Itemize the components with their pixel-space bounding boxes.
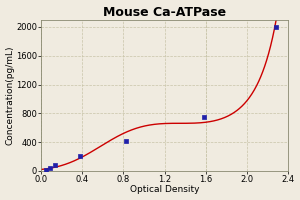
Title: Mouse Ca-ATPase: Mouse Ca-ATPase [103, 6, 226, 19]
Point [78, 155, 83, 158]
Point [48, 166, 53, 170]
Y-axis label: Concentration(pg/mL): Concentration(pg/mL) [6, 46, 15, 145]
Point [201, 115, 206, 119]
Point [44, 168, 49, 171]
X-axis label: Optical Density: Optical Density [130, 185, 199, 194]
Point [52, 164, 57, 167]
Point [273, 25, 278, 29]
Point [123, 139, 128, 142]
